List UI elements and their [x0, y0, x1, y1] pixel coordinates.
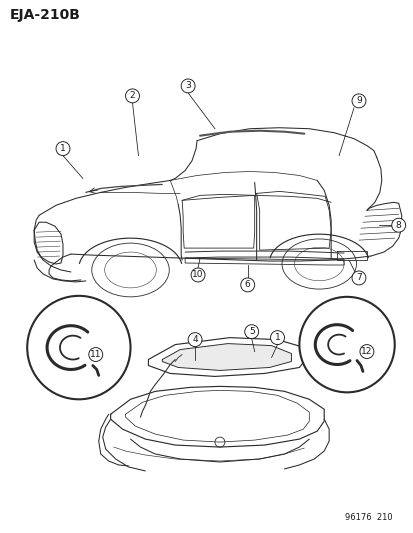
Text: 10: 10 — [192, 270, 203, 279]
Circle shape — [125, 89, 139, 103]
Circle shape — [88, 348, 102, 361]
Text: EJA-210B: EJA-210B — [9, 9, 80, 22]
Text: 5: 5 — [248, 327, 254, 336]
Circle shape — [270, 330, 284, 345]
Circle shape — [391, 218, 405, 232]
Text: 6: 6 — [244, 280, 250, 289]
Circle shape — [359, 345, 373, 359]
Circle shape — [240, 278, 254, 292]
Circle shape — [191, 268, 204, 282]
Circle shape — [27, 296, 130, 399]
Circle shape — [351, 94, 365, 108]
Circle shape — [244, 325, 258, 338]
Circle shape — [299, 297, 394, 392]
Text: 2: 2 — [129, 91, 135, 100]
Polygon shape — [162, 344, 291, 370]
Text: 11: 11 — [90, 350, 101, 359]
Text: 4: 4 — [192, 335, 197, 344]
Text: 1: 1 — [274, 333, 280, 342]
Text: 3: 3 — [185, 82, 190, 91]
Text: 96176  210: 96176 210 — [344, 513, 392, 522]
Text: 9: 9 — [355, 96, 361, 106]
Text: 8: 8 — [395, 221, 401, 230]
Text: 12: 12 — [361, 347, 372, 356]
Circle shape — [56, 142, 70, 156]
Circle shape — [351, 271, 365, 285]
Text: 7: 7 — [355, 273, 361, 282]
Circle shape — [188, 333, 202, 346]
Circle shape — [181, 79, 195, 93]
Text: 1: 1 — [60, 144, 66, 153]
